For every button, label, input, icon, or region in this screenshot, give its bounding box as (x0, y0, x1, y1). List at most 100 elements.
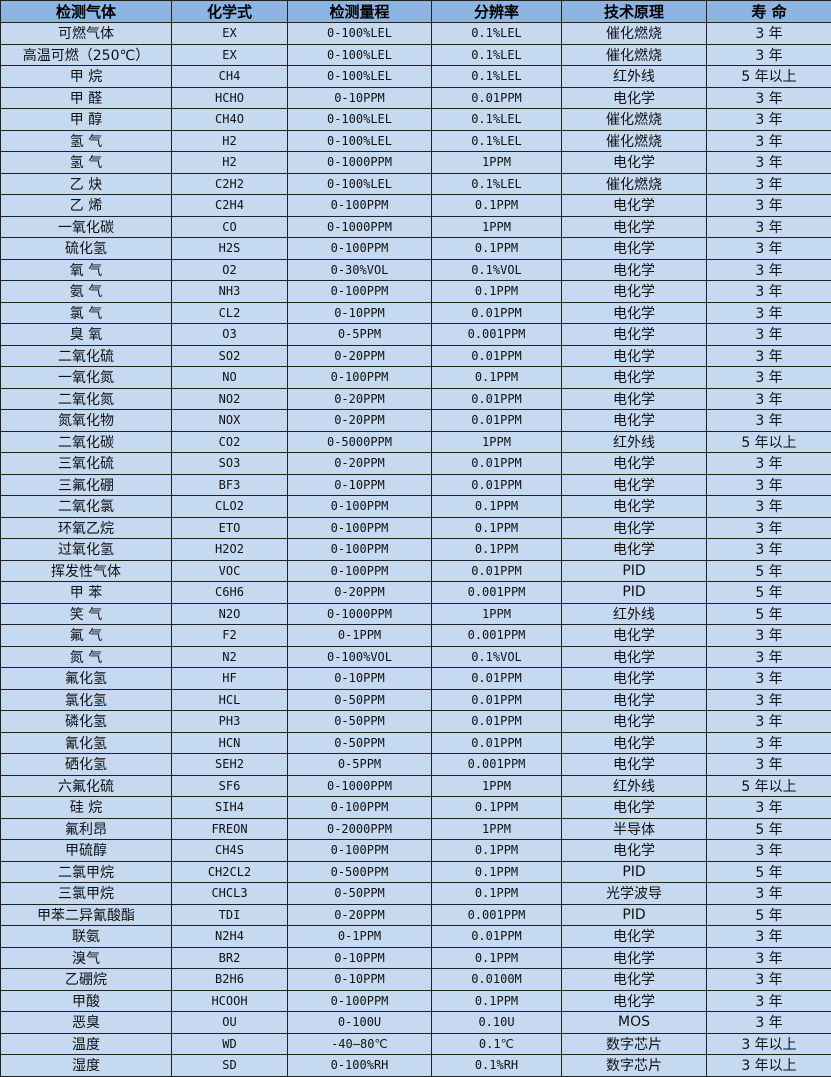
lifespan-cell: 3 年 (707, 324, 831, 346)
principle-cell: 电化学 (562, 87, 707, 109)
resolution-cell: 0.1%LEL (432, 109, 562, 131)
range-cell: 0-50PPM (288, 689, 432, 711)
lifespan-cell: 5 年以上 (707, 431, 831, 453)
gas-cell: 环氧乙烷 (1, 517, 172, 539)
gas-cell: 湿度 (1, 1055, 172, 1077)
resolution-cell: 1PPM (432, 818, 562, 840)
formula-cell: C2H4 (172, 195, 288, 217)
gas-cell: 甲 苯 (1, 582, 172, 604)
resolution-cell: 0.1%LEL (432, 23, 562, 45)
gas-cell: 氟利昂 (1, 818, 172, 840)
range-cell: 0-20PPM (288, 388, 432, 410)
lifespan-cell: 3 年 (707, 195, 831, 217)
principle-cell: 电化学 (562, 259, 707, 281)
gas-cell: 甲 烷 (1, 66, 172, 88)
range-cell: 0-20PPM (288, 453, 432, 475)
lifespan-cell: 5 年 (707, 560, 831, 582)
principle-cell: PID (562, 560, 707, 582)
gas-cell: 笑 气 (1, 603, 172, 625)
range-cell: 0-1000PPM (288, 775, 432, 797)
lifespan-cell: 5 年 (707, 861, 831, 883)
formula-cell: CL2 (172, 302, 288, 324)
principle-cell: 电化学 (562, 216, 707, 238)
principle-cell: 电化学 (562, 410, 707, 432)
header-principle: 技术原理 (562, 1, 707, 23)
gas-cell: 氮 气 (1, 646, 172, 668)
lifespan-cell: 3 年 (707, 754, 831, 776)
resolution-cell: 0.01PPM (432, 474, 562, 496)
formula-cell: BF3 (172, 474, 288, 496)
resolution-cell: 0.01PPM (432, 668, 562, 690)
lifespan-cell: 3 年 (707, 732, 831, 754)
lifespan-cell: 3 年 (707, 474, 831, 496)
resolution-cell: 0.01PPM (432, 711, 562, 733)
header-lifespan: 寿 命 (707, 1, 831, 23)
gas-cell: 六氟化硫 (1, 775, 172, 797)
header-formula: 化学式 (172, 1, 288, 23)
gas-cell: 甲硫醇 (1, 840, 172, 862)
gas-cell: 可燃气体 (1, 23, 172, 45)
lifespan-cell: 3 年 (707, 969, 831, 991)
lifespan-cell: 3 年 (707, 646, 831, 668)
principle-cell: 电化学 (562, 152, 707, 174)
range-cell: 0-100PPM (288, 281, 432, 303)
resolution-cell: 0.1PPM (432, 840, 562, 862)
lifespan-cell: 3 年 (707, 302, 831, 324)
principle-cell: 数字芯片 (562, 1055, 707, 1077)
gas-cell: 温度 (1, 1033, 172, 1055)
gas-cell: 氯 气 (1, 302, 172, 324)
resolution-cell: 0.1PPM (432, 883, 562, 905)
formula-cell: H2 (172, 130, 288, 152)
formula-cell: CH4 (172, 66, 288, 88)
principle-cell: 电化学 (562, 840, 707, 862)
gas-cell: 三氟化硼 (1, 474, 172, 496)
range-cell: 0-100PPM (288, 496, 432, 518)
lifespan-cell: 3 年 (707, 668, 831, 690)
formula-cell: CLO2 (172, 496, 288, 518)
gas-cell: 甲苯二异氰酸酯 (1, 904, 172, 926)
resolution-cell: 0.01PPM (432, 388, 562, 410)
gas-cell: 联氨 (1, 926, 172, 948)
lifespan-cell: 3 年 (707, 87, 831, 109)
range-cell: 0-100PPM (288, 840, 432, 862)
formula-cell: NO2 (172, 388, 288, 410)
formula-cell: H2S (172, 238, 288, 260)
resolution-cell: 0.1%LEL (432, 66, 562, 88)
principle-cell: 电化学 (562, 388, 707, 410)
principle-cell: MOS (562, 1012, 707, 1034)
lifespan-cell: 3 年 (707, 539, 831, 561)
gas-cell: 乙 炔 (1, 173, 172, 195)
resolution-cell: 0.001PPM (432, 754, 562, 776)
formula-cell: CHCL3 (172, 883, 288, 905)
formula-cell: WD (172, 1033, 288, 1055)
principle-cell: 电化学 (562, 496, 707, 518)
formula-cell: PH3 (172, 711, 288, 733)
resolution-cell: 0.1PPM (432, 238, 562, 260)
gas-cell: 三氧化硫 (1, 453, 172, 475)
range-cell: 0-5PPM (288, 754, 432, 776)
resolution-cell: 0.01PPM (432, 87, 562, 109)
range-cell: 0-100%LEL (288, 23, 432, 45)
range-cell: -40—80℃ (288, 1033, 432, 1055)
range-cell: 0-20PPM (288, 345, 432, 367)
